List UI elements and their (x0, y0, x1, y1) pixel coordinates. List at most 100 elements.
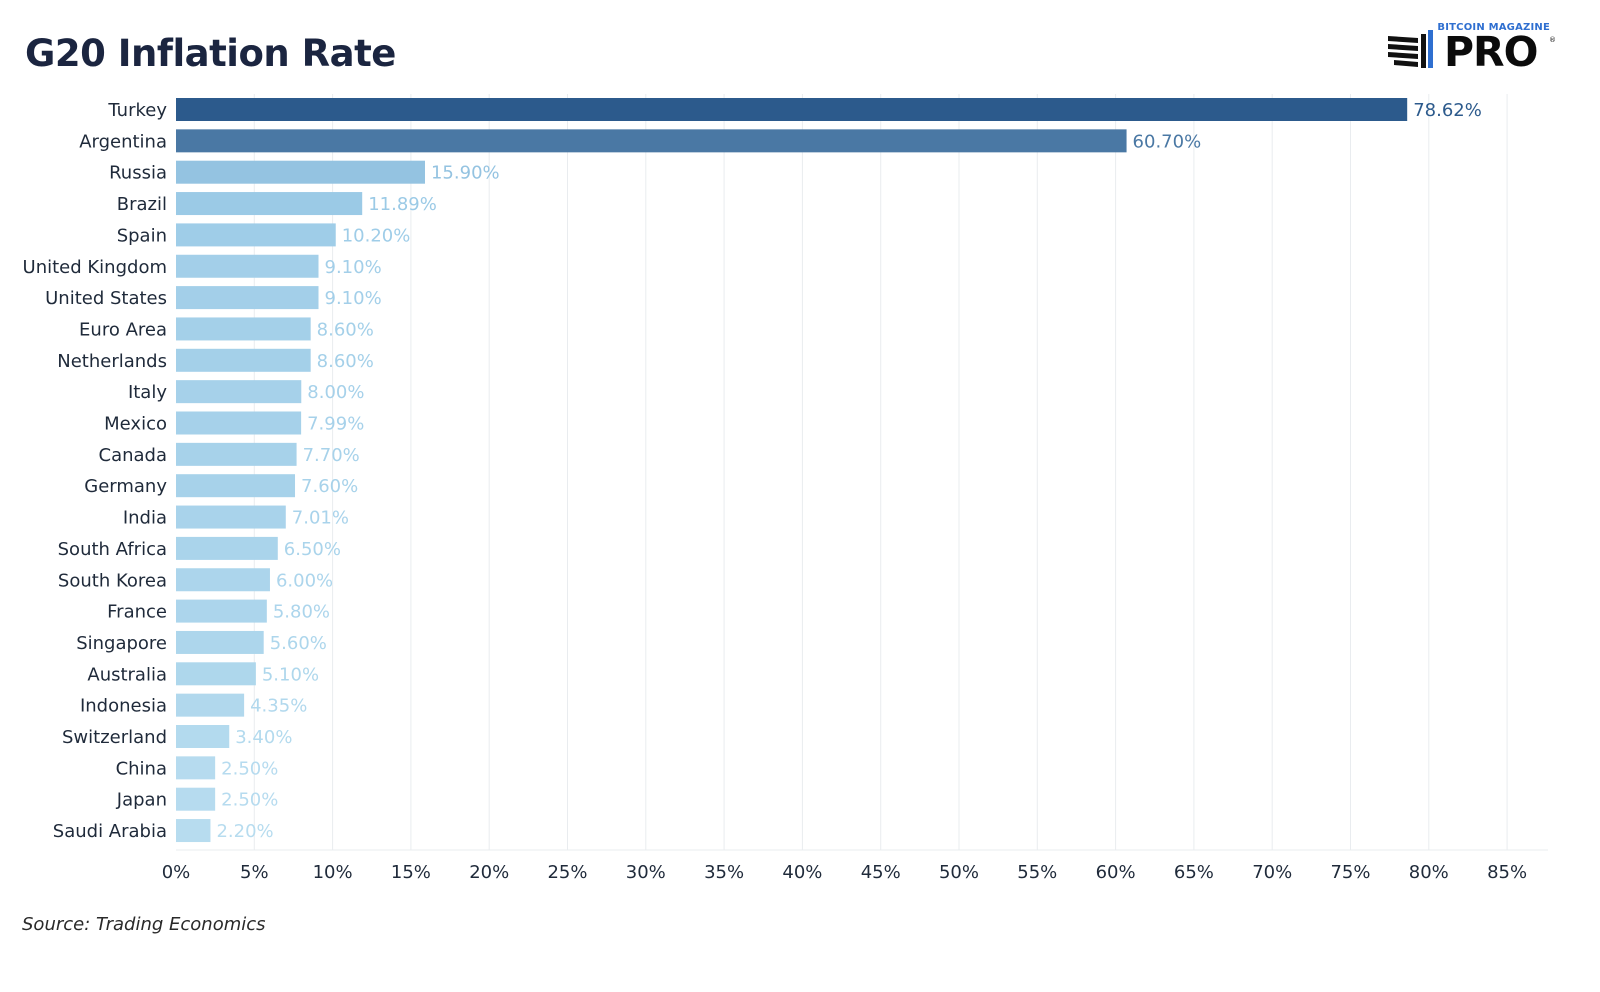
category-label: Indonesia (80, 696, 167, 717)
category-label: Mexico (104, 414, 167, 435)
category-label: United States (45, 288, 167, 309)
bar (176, 317, 311, 341)
value-label: 2.50% (221, 758, 278, 779)
bar (176, 693, 245, 717)
category-label: China (116, 758, 167, 779)
x-tick-label: 0% (162, 862, 191, 883)
category-label: Germany (84, 476, 167, 497)
category-label: United Kingdom (23, 257, 167, 278)
bar (176, 192, 363, 216)
bar (176, 599, 267, 623)
value-label: 8.60% (317, 351, 374, 372)
logo-stripes-icon (1388, 30, 1433, 68)
value-label: 11.89% (368, 194, 437, 215)
bar (176, 662, 256, 686)
value-label: 3.40% (235, 727, 292, 748)
bar (176, 787, 216, 811)
grid-lines (176, 94, 1548, 851)
value-label: 8.00% (307, 382, 364, 403)
value-label: 6.50% (284, 539, 341, 560)
category-label: Singapore (76, 633, 167, 654)
category-labels: Turkey Argentina Russia Brazil Spain United K… (23, 100, 168, 842)
x-tick-label: 70% (1252, 862, 1292, 883)
x-tick-label: 35% (704, 862, 744, 883)
value-label: 15.90% (431, 163, 500, 184)
bar (176, 411, 302, 435)
category-label: Australia (87, 664, 167, 685)
value-label: 4.35% (250, 696, 307, 717)
bar (176, 98, 1408, 121)
bar (176, 442, 297, 466)
chart-title: G20 Inflation Rate (25, 32, 396, 75)
x-tick-label: 60% (1096, 862, 1136, 883)
bar (176, 129, 1127, 153)
x-tick-label: 45% (861, 862, 901, 883)
bar (176, 254, 319, 278)
category-label: Russia (109, 163, 167, 184)
category-label: Saudi Arabia (53, 821, 167, 842)
category-label: Canada (99, 445, 168, 466)
value-labels: 78.62% 60.70% 15.90% 11.89% 10.20% 9.10% 9.10%… (216, 100, 1481, 842)
value-label: 5.80% (273, 602, 330, 623)
value-label: 9.10% (325, 257, 382, 278)
x-axis-tick-labels: 0% 5% 10% 15% 20% 25% 30% 35% 40% 45% 50% 55% 60% 65%… (162, 862, 1527, 883)
value-label: 60.70% (1133, 131, 1202, 152)
category-label: India (123, 508, 167, 529)
bitcoin-magazine-pro-logo: BITCOIN MAGAZINE PRO ® (1388, 22, 1558, 74)
value-label: 5.10% (262, 664, 319, 685)
bar (176, 348, 311, 372)
category-label: Euro Area (79, 319, 167, 340)
bar (176, 380, 302, 404)
value-label: 7.01% (292, 508, 349, 529)
bar (176, 474, 296, 498)
bars (176, 98, 1408, 843)
category-label: Netherlands (57, 351, 167, 372)
category-label: Switzerland (62, 727, 167, 748)
value-label: 6.00% (276, 570, 333, 591)
source-note: Source: Trading Economics (22, 914, 266, 935)
category-label: Argentina (79, 131, 167, 152)
bar (176, 819, 211, 843)
bar (176, 223, 336, 247)
logo-registered-mark: ® (1549, 36, 1556, 44)
category-label: Turkey (107, 100, 167, 121)
value-label: 8.60% (317, 319, 374, 340)
bar (176, 725, 230, 748)
bar (176, 756, 216, 780)
category-label: Spain (117, 225, 167, 246)
x-tick-label: 20% (469, 862, 509, 883)
category-label: France (107, 602, 167, 623)
value-label: 10.20% (342, 225, 411, 246)
x-tick-label: 80% (1409, 862, 1449, 883)
bar (176, 536, 278, 560)
bar (176, 505, 286, 529)
category-label: Brazil (117, 194, 167, 215)
x-tick-label: 30% (626, 862, 666, 883)
category-label: Italy (128, 382, 167, 403)
value-label: 78.62% (1413, 100, 1482, 121)
x-tick-label: 25% (547, 862, 587, 883)
x-tick-label: 15% (391, 862, 431, 883)
category-label: South Africa (58, 539, 167, 560)
logo-word: PRO (1444, 28, 1538, 76)
bar (176, 630, 264, 654)
category-label: South Korea (58, 570, 167, 591)
logo-top-text: BITCOIN MAGAZINE (1437, 22, 1550, 33)
x-tick-label: 65% (1174, 862, 1214, 883)
x-tick-label: 75% (1330, 862, 1370, 883)
value-label: 9.10% (325, 288, 382, 309)
value-label: 7.99% (307, 414, 364, 435)
x-tick-label: 55% (1017, 862, 1057, 883)
x-tick-label: 5% (240, 862, 269, 883)
x-tick-label: 10% (313, 862, 353, 883)
value-label: 5.60% (270, 633, 327, 654)
value-label: 2.50% (221, 790, 278, 811)
category-label: Japan (116, 790, 167, 811)
bar (176, 286, 319, 310)
x-tick-label: 50% (939, 862, 979, 883)
value-label: 7.70% (303, 445, 360, 466)
value-label: 2.20% (216, 821, 273, 842)
x-tick-label: 85% (1487, 862, 1527, 883)
x-tick-label: 40% (782, 862, 822, 883)
